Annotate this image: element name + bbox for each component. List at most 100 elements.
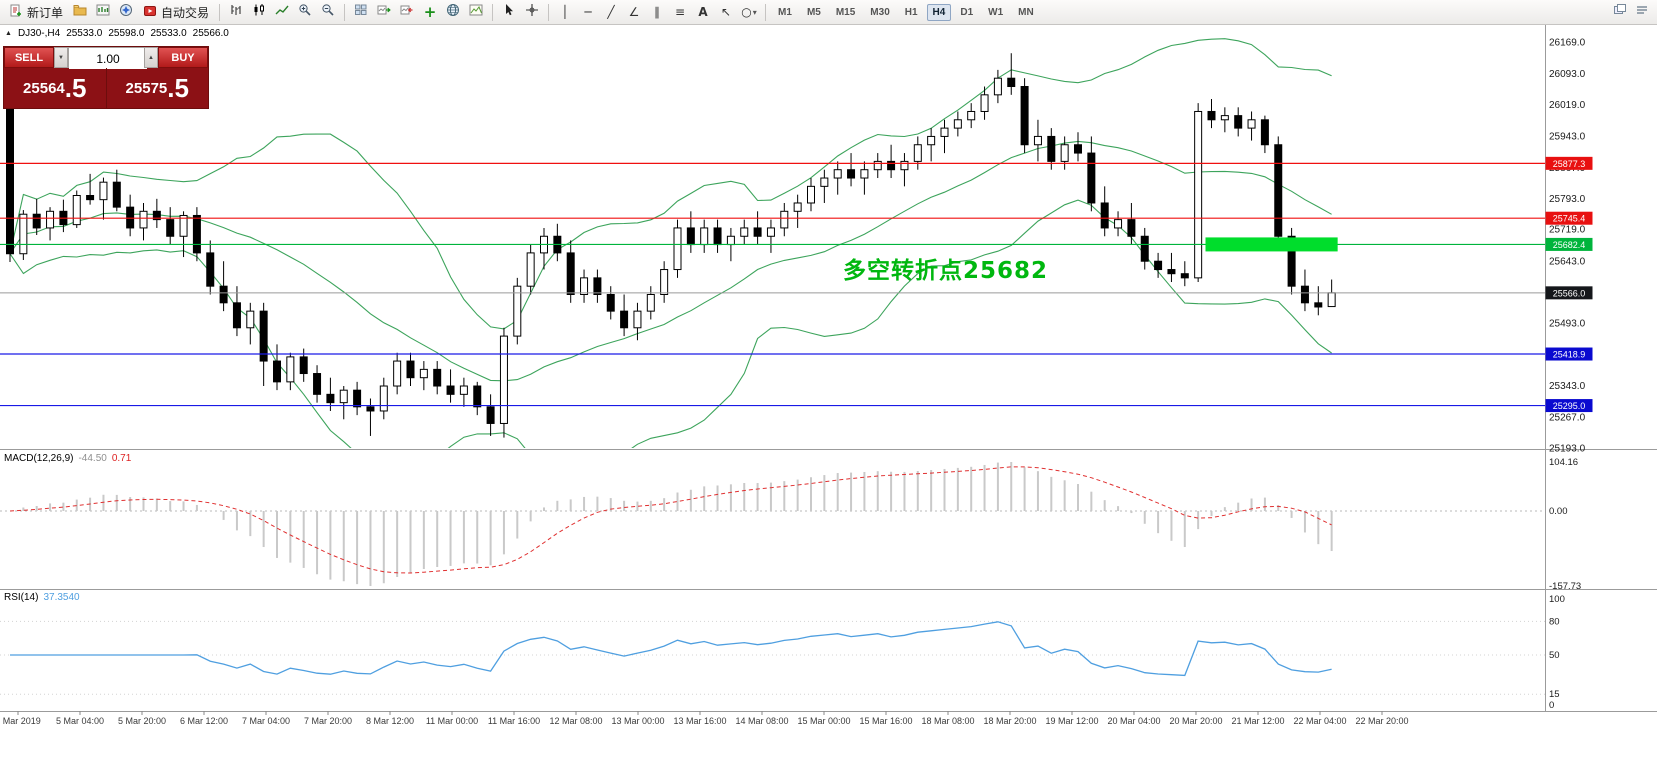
periods-button[interactable] <box>442 2 464 22</box>
zoom-out-button[interactable] <box>317 2 339 22</box>
auto-trading-label: 自动交易 <box>161 5 210 20</box>
tf-button-m5[interactable]: M5 <box>806 6 821 18</box>
highlight-rect[interactable] <box>1205 237 1338 252</box>
new-order-icon <box>9 4 23 21</box>
rsi-indicator <box>0 620 1545 695</box>
svg-text:25943.0: 25943.0 <box>1549 132 1586 143</box>
time-axis-label: 11 Mar 16:00 <box>487 716 541 726</box>
text-tool[interactable]: A <box>692 2 714 22</box>
line-chart-icon <box>275 3 289 22</box>
folder-icon <box>73 3 87 22</box>
navigator-button[interactable] <box>115 2 137 22</box>
channel-icon: ∥ <box>654 5 661 19</box>
toolbar-more-button[interactable] <box>1631 2 1653 22</box>
line-chart-button[interactable] <box>271 2 293 22</box>
chevron-down-icon: ▾ <box>752 7 757 17</box>
tf-button-d1[interactable]: D1 <box>960 6 974 18</box>
sell-price-main: 25564 <box>23 79 65 97</box>
volume-increment-button[interactable]: ▲ <box>144 47 158 68</box>
candlestick-chart-button[interactable] <box>248 2 270 22</box>
svg-text:100: 100 <box>1549 594 1565 605</box>
chart-profiles-button[interactable] <box>69 2 91 22</box>
list-icon <box>1635 3 1649 22</box>
vertical-line-tool[interactable]: │ <box>554 2 576 22</box>
separator <box>548 3 550 21</box>
fibonacci-tool[interactable]: ≡ <box>669 2 691 22</box>
time-axis-label: 6 Mar 12:00 <box>179 716 229 726</box>
trendline-tool[interactable]: ╱ <box>600 2 622 22</box>
tf-button-w1[interactable]: W1 <box>988 6 1004 18</box>
cursor-button[interactable] <box>498 2 520 22</box>
shapes-tool[interactable]: ○ ▾ <box>738 2 760 22</box>
buy-price-pips: .5 <box>167 73 189 103</box>
market-watch-button[interactable] <box>92 2 114 22</box>
indicators-button[interactable]: + <box>419 2 441 22</box>
svg-text:-157.73: -157.73 <box>1549 581 1581 592</box>
macd-value-signal: 0.71 <box>111 453 132 464</box>
vertical-line-icon: │ <box>561 5 569 19</box>
trendline-icon: ╱ <box>607 5 615 19</box>
volume-field-wrap <box>68 47 147 69</box>
templates-button[interactable] <box>465 2 487 22</box>
separator <box>219 3 221 21</box>
svg-text:25643.0: 25643.0 <box>1549 256 1586 267</box>
time-axis-label: 13 Mar 16:00 <box>673 716 727 726</box>
svg-text:0.00: 0.00 <box>1549 506 1568 517</box>
svg-text:25719.0: 25719.0 <box>1549 225 1586 236</box>
buy-price-display: 25575 .5 <box>107 68 209 108</box>
rsi-title: RSI(14) <box>4 592 39 603</box>
tile-windows-button[interactable] <box>350 2 372 22</box>
equidistant-channel-tool[interactable]: ∥ <box>646 2 668 22</box>
volume-input[interactable] <box>69 48 147 69</box>
separator <box>344 3 346 21</box>
arrows-tool[interactable]: ↖ <box>715 2 737 22</box>
svg-text:25193.0: 25193.0 <box>1549 443 1586 454</box>
text-tool-icon: A <box>698 5 708 19</box>
tf-button-m15[interactable]: M15 <box>835 6 856 18</box>
svg-text:104.16: 104.16 <box>1549 457 1578 468</box>
tf-button-m1[interactable]: M1 <box>778 6 792 18</box>
navigator-icon <box>119 3 133 22</box>
volume-decrement-button[interactable]: ▼ <box>54 47 68 68</box>
one-click-trading-panel: SELL ▼ ▲ BUY 25564 .5 25575 .5 <box>3 46 209 109</box>
time-axis-label: 22 Mar 04:00 <box>1293 716 1347 726</box>
zoom-in-icon <box>298 3 312 22</box>
svg-text:26093.0: 26093.0 <box>1549 69 1586 80</box>
sell-button[interactable]: SELL <box>4 47 54 68</box>
time-axis-label: 20 Mar 04:00 <box>1107 716 1161 726</box>
toolbar: 新订单 自动交易 <box>0 0 1657 25</box>
new-order-button[interactable]: 新订单 <box>4 2 68 22</box>
macd-indicator <box>0 462 1545 586</box>
horizontal-line-tool[interactable]: ─ <box>577 2 599 22</box>
shapes-tool-icon: ○ <box>741 5 752 19</box>
auto-trading-button[interactable]: 自动交易 <box>138 2 214 22</box>
tf-button-m30[interactable]: M30 <box>870 6 890 18</box>
svg-text:25418.9: 25418.9 <box>1553 350 1586 360</box>
crosshair-button[interactable] <box>521 2 543 22</box>
svg-text:25682.4: 25682.4 <box>1553 240 1586 250</box>
toolbar-customize-button[interactable] <box>1609 2 1631 22</box>
tf-button-h1[interactable]: H1 <box>904 6 918 18</box>
zoom-in-button[interactable] <box>294 2 316 22</box>
chart-shift-button[interactable] <box>396 2 418 22</box>
market-watch-icon <box>96 3 110 22</box>
time-axis-label: 15 Mar 16:00 <box>859 716 913 726</box>
time-axis-label: 20 Mar 20:00 <box>1169 716 1223 726</box>
chart-canvas[interactable]: 26169.026093.026019.025943.025867.025793… <box>0 25 1657 774</box>
annotation-text[interactable]: 多空转折点25682 <box>843 258 1049 284</box>
auto-scroll-icon <box>377 3 391 22</box>
panel-collapse-icon[interactable]: ▲ <box>5 30 12 37</box>
time-axis-label: 7 Mar 04:00 <box>241 716 291 726</box>
tf-button-h4[interactable]: H4 <box>926 3 952 21</box>
auto-scroll-button[interactable] <box>373 2 395 22</box>
svg-text:25493.0: 25493.0 <box>1549 319 1586 330</box>
bar-chart-button[interactable] <box>225 2 247 22</box>
buy-price-main: 25575 <box>125 79 168 97</box>
buy-button[interactable]: BUY <box>158 47 208 68</box>
time-axis-ticks <box>17 711 1383 715</box>
bar-chart-icon <box>229 3 243 22</box>
angle-trendline-icon: ∠ <box>628 5 640 19</box>
angle-trendline-tool[interactable]: ∠ <box>623 2 645 22</box>
tf-button-mn[interactable]: MN <box>1018 6 1034 18</box>
time-axis-label: 13 Mar 00:00 <box>611 716 665 726</box>
